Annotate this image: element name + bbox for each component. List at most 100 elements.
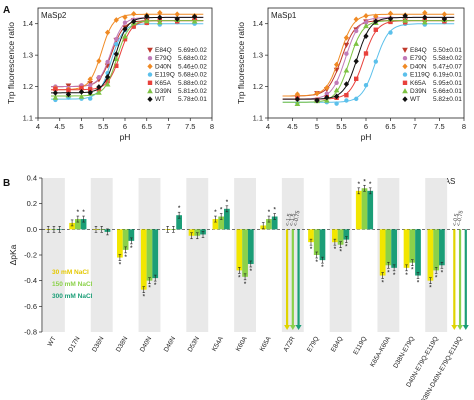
x-tick-label: 5 — [315, 122, 319, 131]
data-point — [143, 18, 150, 24]
bar — [319, 229, 326, 261]
data-point — [294, 100, 301, 107]
bar — [128, 229, 135, 241]
data-point — [387, 10, 394, 17]
category-label: K65A-K60A — [369, 335, 392, 368]
significance-stars: * — [119, 263, 122, 269]
x-tick-label: 8 — [462, 122, 466, 131]
bar — [242, 229, 248, 277]
data-point — [114, 63, 119, 69]
category-group: ***D38N — [115, 229, 135, 353]
data-point — [421, 19, 428, 25]
significance-stars: * — [178, 206, 181, 212]
bar — [212, 219, 219, 230]
bar — [433, 229, 440, 271]
bar — [385, 229, 392, 266]
fit-curve — [282, 13, 455, 97]
legend-name: D39N — [410, 88, 427, 95]
bar — [117, 229, 123, 258]
significance-stars: * — [417, 281, 420, 287]
bar — [337, 229, 344, 245]
y-axis-label: Trp fluorescence ratio — [6, 22, 16, 104]
legend-value: 5.68±0.02 — [178, 72, 207, 79]
data-point — [387, 15, 394, 22]
data-point — [402, 17, 409, 23]
data-point — [78, 88, 85, 95]
bar — [367, 190, 374, 230]
category-label: K60A — [235, 335, 249, 353]
significance-stars: * — [82, 210, 85, 216]
fit-curve — [282, 20, 455, 97]
data-point — [363, 33, 369, 40]
category-band — [186, 178, 209, 332]
legend-marker — [402, 88, 408, 94]
significance-stars: * — [124, 255, 127, 261]
x-tick-label: 7 — [166, 122, 170, 131]
x-tick-label: 7.5 — [185, 122, 195, 131]
series-d40n — [282, 9, 455, 98]
data-point — [441, 16, 448, 22]
significance-stars: * — [316, 260, 319, 266]
legend-value: 5.46±0.02 — [178, 63, 207, 70]
series-wt — [282, 13, 455, 104]
y-tick-label: 1.4 — [253, 19, 263, 28]
data-point — [363, 13, 369, 19]
data-point — [354, 28, 359, 34]
data-point — [354, 76, 359, 82]
bar — [271, 216, 278, 230]
legend: E84Q 5.50±0.01 E79Q 5.58±0.02 D40N 5.47±0.07E… — [402, 47, 462, 103]
category-label: K54A — [211, 335, 225, 353]
data-point — [105, 59, 110, 65]
x-tick-label: 7 — [413, 122, 417, 131]
bar — [439, 229, 445, 266]
data-point — [441, 11, 448, 18]
x-tick-label: 4.5 — [287, 122, 297, 131]
legend-marker — [402, 56, 408, 61]
arrow-head — [462, 325, 469, 330]
bar — [391, 229, 397, 268]
bar — [355, 190, 362, 230]
data-point — [78, 93, 85, 99]
y-tick-label: -0.2 — [24, 251, 37, 260]
significance-stars: * — [387, 270, 390, 276]
data-point — [65, 91, 72, 98]
data-point — [131, 24, 136, 29]
bar — [379, 229, 386, 276]
significance-stars: * — [77, 210, 80, 216]
bar — [343, 229, 350, 240]
series-e79q — [282, 13, 455, 102]
significance-stars: * — [310, 247, 313, 253]
data-point — [363, 20, 369, 25]
significance-stars: * — [244, 282, 247, 288]
category-label: K65A — [259, 335, 273, 353]
bar — [140, 229, 147, 290]
legend-value: 5.66±0.01 — [433, 88, 462, 95]
data-point — [334, 101, 339, 106]
data-point — [96, 84, 102, 90]
significance-stars: * — [274, 208, 277, 214]
y-tick-label: 1.3 — [23, 51, 33, 60]
data-point — [388, 30, 393, 35]
legend-marker — [402, 47, 408, 53]
fit-curve — [282, 20, 455, 103]
category-group: * * *E119Q — [352, 179, 374, 356]
legend-marker — [402, 72, 408, 77]
arrow-annotation: <-1.5 — [289, 213, 297, 227]
significance-stars: * — [238, 275, 241, 281]
panel-label-a: A — [3, 5, 10, 16]
data-point — [96, 58, 102, 64]
data-point — [422, 14, 428, 21]
category-label: D53N — [187, 335, 202, 353]
significance-stars: * — [435, 275, 438, 281]
fit-curve — [282, 20, 455, 100]
data-point — [88, 87, 93, 92]
significance-stars: * — [369, 182, 372, 188]
significance-stars: * — [250, 269, 253, 275]
data-point — [191, 18, 198, 24]
significance-stars: * — [405, 273, 408, 279]
significance-stars: * — [130, 246, 133, 252]
panel-label-b: B — [3, 178, 10, 189]
data-point — [174, 16, 180, 22]
y-tick-label: 1.3 — [253, 51, 263, 60]
bar — [361, 188, 368, 230]
